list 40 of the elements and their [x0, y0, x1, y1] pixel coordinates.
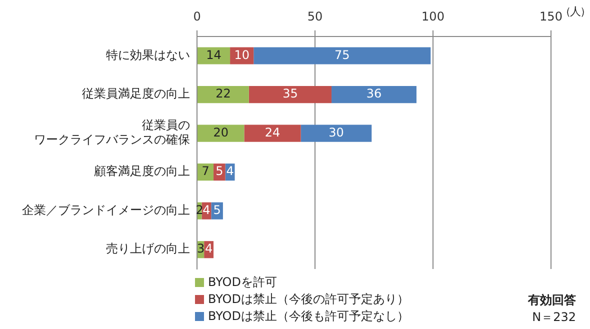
bar [198, 47, 230, 64]
bar [198, 86, 249, 104]
data-label: 10 [234, 48, 250, 62]
data-label: 5 [216, 164, 224, 178]
x-tick-label: 150 [540, 9, 562, 24]
y-tick-label: 顧客満足度の向上 [94, 164, 190, 178]
legend-label: BYODを許可 [208, 274, 277, 291]
data-label: 75 [334, 48, 350, 62]
text: 有効回答 [528, 292, 576, 309]
bar [198, 164, 214, 181]
x-tick-label: 100 [422, 9, 444, 24]
data-label: 3 [196, 242, 205, 256]
legend-label: BYODは禁止（今後も許可予定なし） [208, 308, 409, 325]
data-label: 20 [213, 125, 228, 140]
data-label: 30 [328, 125, 344, 140]
bar [248, 86, 332, 104]
x-tick-label: 50 [307, 9, 323, 24]
data-label: 4 [204, 242, 213, 256]
y-tick-label: 従業員満足度の向上 [82, 86, 190, 101]
data-label: 4 [226, 164, 234, 178]
bar [300, 124, 372, 142]
x-tick-label: 0 [193, 9, 201, 24]
legend-label: BYODは禁止（今後の許可予定あり） [208, 291, 409, 308]
y-tick-label: 売り上げの向上 [106, 242, 190, 256]
text: N＝232 [531, 309, 576, 326]
data-label: 36 [366, 86, 382, 101]
data-label: 22 [216, 86, 231, 101]
data-label: 14 [206, 48, 222, 62]
bar [254, 47, 431, 64]
data-label: 35 [282, 86, 298, 101]
data-label: 24 [264, 125, 280, 140]
data-label: 7 [202, 164, 210, 178]
y-tick-label: 企業／ブランドイメージの向上 [22, 202, 190, 217]
bar [244, 124, 301, 142]
bar [198, 124, 244, 142]
y-tick-label: 従業員のワークライフバランスの確保 [34, 118, 190, 147]
bar [332, 86, 416, 104]
y-tick-label: 特に効果はない [106, 48, 190, 62]
data-label: 5 [213, 202, 221, 217]
data-label: 4 [202, 202, 210, 217]
